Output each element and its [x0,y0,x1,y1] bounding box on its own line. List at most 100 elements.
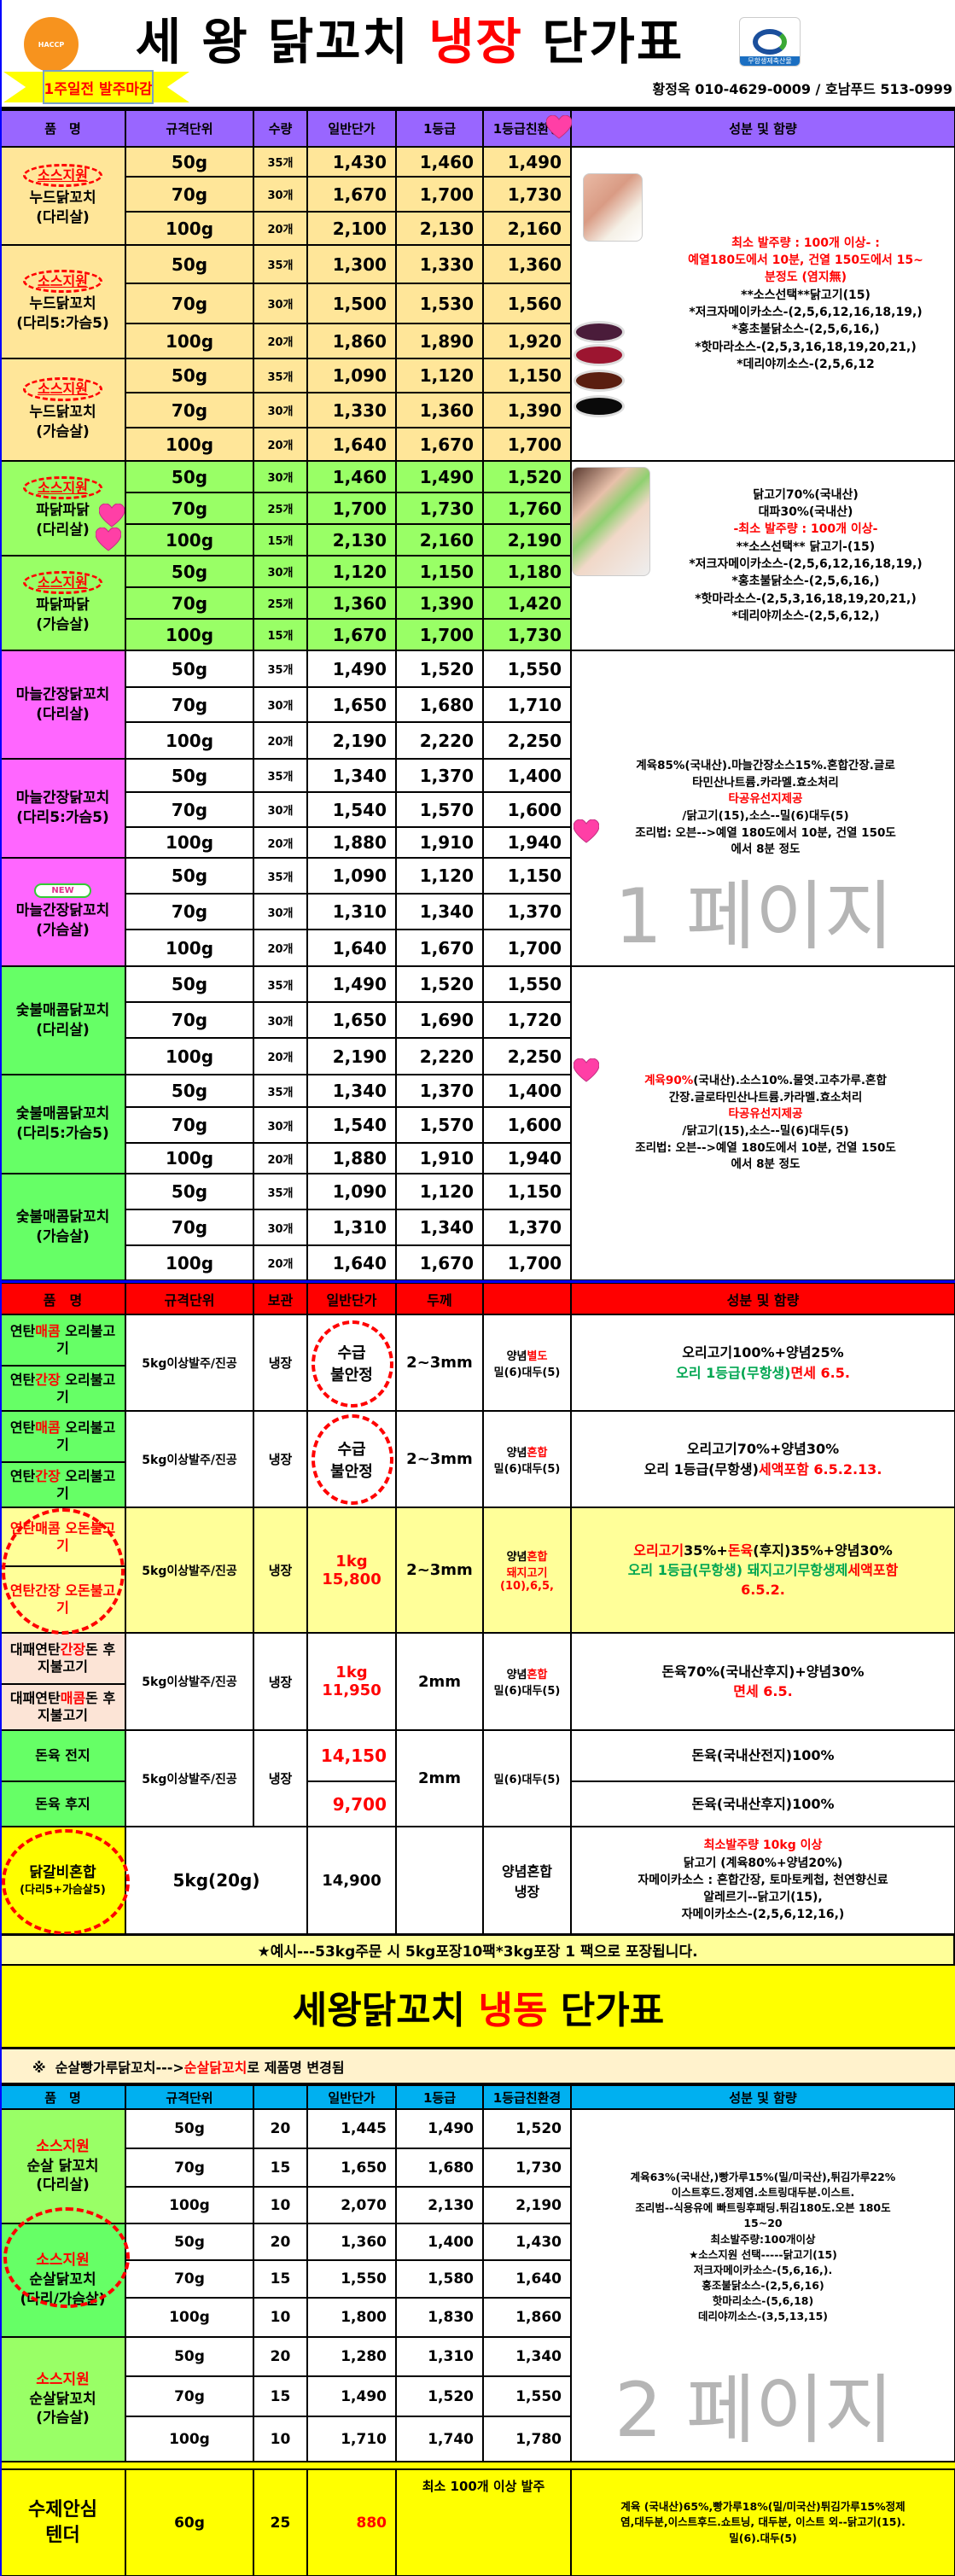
spec-cell: 100g [125,2298,253,2337]
grade1-price-cell: 1,700 [396,619,483,650]
ingredients-cell: 돈육(국내산후지)100% [571,1781,955,1827]
eco-grade1-price-cell: 1,490 [483,147,571,177]
grade1-price-value: 1,890 [419,330,474,352]
product-name-cell: 돈육 후지 [0,1781,125,1827]
product-name-cell: 숯불매콤닭꼬치 (가슴살) [0,1174,125,1280]
product-name-line: 연탄매콤 오리불고기 [4,1419,121,1454]
grade1-price-value: 1,150 [419,561,474,582]
quantity-value: 35개 [267,664,294,677]
eco-grade1-price-value: 1,550 [515,2387,562,2405]
regular-price-cell: 2,100 [307,212,396,245]
grade1-price-cell: 1,340 [396,894,483,930]
product-name-cell: 연탄매콤 오돈불고기 [0,1507,125,1566]
spec-value: 70g [174,2270,205,2288]
thickness-value: 2mm [417,1769,462,1787]
spec-cell: 50g [125,245,253,283]
product-name-line: (다리5+가슴살5) [20,1883,106,1898]
heart-icon [573,819,600,843]
thickness-cell [396,1827,483,1934]
regular-price-value: 1,880 [332,1148,387,1169]
spec-cell: 70g [125,393,253,428]
ingredient-line: ★소스지원 선택-----닭고기(15) [689,2247,837,2263]
eco-grade1-price-value: 1,600 [507,1115,562,1135]
eco-grade1-price-value: 1,490 [507,151,562,172]
eco-grade1-price-cell: 1,600 [483,1107,571,1143]
ingredients-cell: 계육90%(국내산).소스10%.물엿.고추가루.혼합 간장.글로타민산나트륨.카… [571,966,955,1280]
text-segment: 예열180도에서 10분, 건열 150도에서 15~ [688,254,923,268]
spec-cell: 100g [125,1143,253,1174]
new-badge: NEW [34,883,91,899]
text-segment: 타공유선지제공 [728,792,803,807]
title-text: 단가표 [547,1988,665,2032]
spec-cell: 50g [125,147,253,177]
regular-price-value: 1,540 [332,799,387,820]
regular-price-value: 1,880 [332,832,387,853]
thickness-cell: 2~3mm [396,1411,483,1507]
product-name-line: 대패연탄간장돈 후지불고기 [4,1641,121,1676]
regular-price-cell: 2,070 [307,2187,396,2223]
spec-value: 100g [165,832,214,853]
column-header-label: 품 명 [43,1291,83,1308]
ingredient-line: 타민산나트륨.카라멜.효소처리 [692,775,839,792]
spec-cell: 5kg이상발주/진공 [125,1730,253,1827]
grade1-price-cell: 2,130 [396,212,483,245]
spec-cell: 100g [125,2187,253,2223]
spec-cell: 100g [125,428,253,461]
spec-cell: 100g [125,930,253,966]
regular-price-value: 1,360 [341,2233,387,2251]
grade1-price-cell: 1,150 [396,556,483,587]
price-line: 11,950 [322,1681,381,1699]
grade1-price-cell: 1,890 [396,323,483,358]
regular-price-value: 1,640 [332,937,387,959]
product-name-cell: NEW 마늘간장닭꼬치 (가슴살) [0,858,125,966]
text-segment: 세액포함 [847,1561,899,1578]
text-segment: 돈 후지불고기 [38,1641,116,1675]
spec-cell: 50g [125,650,253,687]
quantity-cell: 30개 [253,177,307,212]
grade1-price-cell: 1,120 [396,1174,483,1209]
spec-cell: 100g [125,2416,253,2462]
eco-grade1-price-cell: 1,360 [483,245,571,283]
quantity-value: 20 [270,2348,291,2365]
eco-grade1-price-cell: 1,760 [483,492,571,524]
text-segment: 연탄매콤 오돈불고기 [9,1519,116,1553]
eco-grade1-price-cell: 1,400 [483,759,571,792]
spec-value: 5kg이상발주/진공 [142,1772,237,1786]
grade1-price-cell: 1,910 [396,1143,483,1174]
grade1-price-value: 1,370 [419,765,474,786]
quantity-cell: 35개 [253,147,307,177]
price-cell: 수급 불안정 [307,1314,396,1411]
column-header: 수량 [253,110,307,147]
product-name-line: (다리살) [36,209,90,227]
ingredient-line: 자메이카소스 : 혼합간장, 토마토케첩, 천연향신료 [638,1872,888,1889]
grade1-price-value: 1,570 [419,799,474,820]
product-name-line: 돈육 후지 [35,1796,90,1813]
regular-price-value: 1,445 [341,2120,387,2137]
eco-grade1-price-value: 1,860 [515,2309,562,2326]
quantity-cell: 30개 [253,393,307,428]
sauce-bowl-icon [574,321,625,343]
thickness-value: 2~3mm [406,1354,473,1372]
spec-value: 60g [174,2514,205,2532]
regular-price-value: 1,540 [332,1115,387,1135]
spec-cell: 70g [125,283,253,323]
spec-cell: 100g [125,619,253,650]
regular-price-cell: 1,880 [307,827,396,858]
price-line: 불안정 [330,1363,373,1385]
storage-cell: 냉장 [253,1411,307,1507]
product-name-line: 수제안심 [28,2498,97,2521]
storage-value: 냉장 [268,1771,293,1786]
grade1-price-value: 1,570 [419,1115,474,1135]
quantity-cell: 30개 [253,1002,307,1038]
quantity-value: 15 [270,2159,291,2177]
text-segment: 매콤 [35,1419,61,1436]
seasoning-cell: 양념혼합 밀(6)대두(5) [483,1633,571,1730]
ingredient-line: **소스선택**닭고기(15) [741,287,871,304]
eco-grade1-price-value: 1,600 [507,799,562,820]
sauce-support-badge: 소스지원 [23,163,102,188]
grade1-price-value: 1,490 [428,2120,474,2137]
ingredient-line: 돈육(국내산후지)100% [691,1795,835,1812]
eco-grade1-price-value: 1,700 [507,1252,562,1273]
thickness-cell: 2~3mm [396,1507,483,1633]
spec-cell: 5kg이상발주/진공 [125,1633,253,1730]
